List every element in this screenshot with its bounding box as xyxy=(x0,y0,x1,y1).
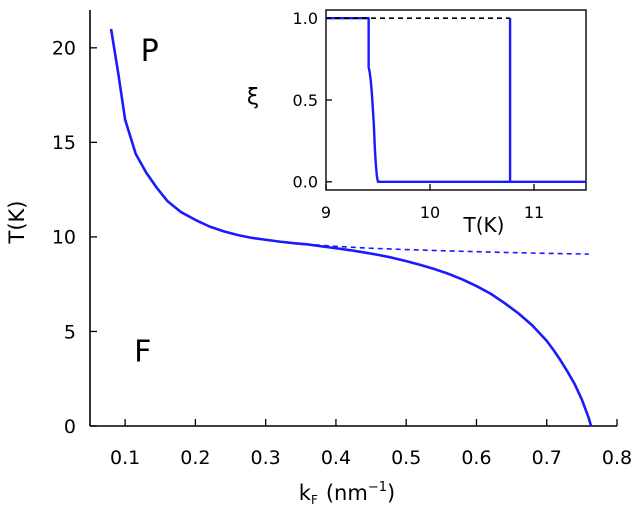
inset-y-tick-label: 0.0 xyxy=(293,173,318,192)
x-axis-label: kF (nm−1) xyxy=(299,480,395,507)
main-x-tick-label: 0.5 xyxy=(391,447,421,469)
main-x-tick-label: 0.7 xyxy=(532,447,562,469)
inset-x-axis-label: T(K) xyxy=(463,213,505,237)
main-y-tick-label: 10 xyxy=(52,227,76,249)
main-series-line-2-dashed xyxy=(314,244,589,255)
inset-series-line-1-solid xyxy=(326,16,586,184)
inset-x-tick-label: 11 xyxy=(524,203,544,222)
main-y-tick-label: 15 xyxy=(52,132,76,154)
main-y-tick-label: 0 xyxy=(64,416,76,438)
main-chart: 0.1 0.2 0.3 0.4 0.5 0.6 0.7 0.8 0 5 10 15 20 P F T(K) kF… xyxy=(5,10,632,507)
inset-y-tick-label: 1.0 xyxy=(293,9,318,28)
main-x-tick-label: 0.1 xyxy=(110,447,140,469)
inset-y-axis-label: ξ xyxy=(247,85,259,110)
inset-x-tick-label: 9 xyxy=(321,203,331,222)
main-x-tick-label: 0.3 xyxy=(251,447,281,469)
main-x-tick-label: 0.4 xyxy=(321,447,351,469)
main-x-tick-label: 0.2 xyxy=(180,447,210,469)
main-x-tick-label: 0.6 xyxy=(461,447,491,469)
main-x-tick-label: 0.8 xyxy=(602,447,632,469)
region-label-f: F xyxy=(134,335,151,370)
y-axis-label: T(K) xyxy=(5,201,29,245)
inset-plot-frame xyxy=(325,9,587,191)
main-y-tick-label: 5 xyxy=(64,321,76,343)
inset-chart: 9 10 11 0.0 0.5 1.0 ξ T(K) xyxy=(247,9,587,237)
main-y-tick-label: 20 xyxy=(52,38,76,60)
inset-x-tick-label: 10 xyxy=(420,203,440,222)
inset-y-tick-label: 0.5 xyxy=(293,91,318,110)
main-series-line-1-solid xyxy=(109,28,593,427)
region-label-p: P xyxy=(141,34,159,69)
